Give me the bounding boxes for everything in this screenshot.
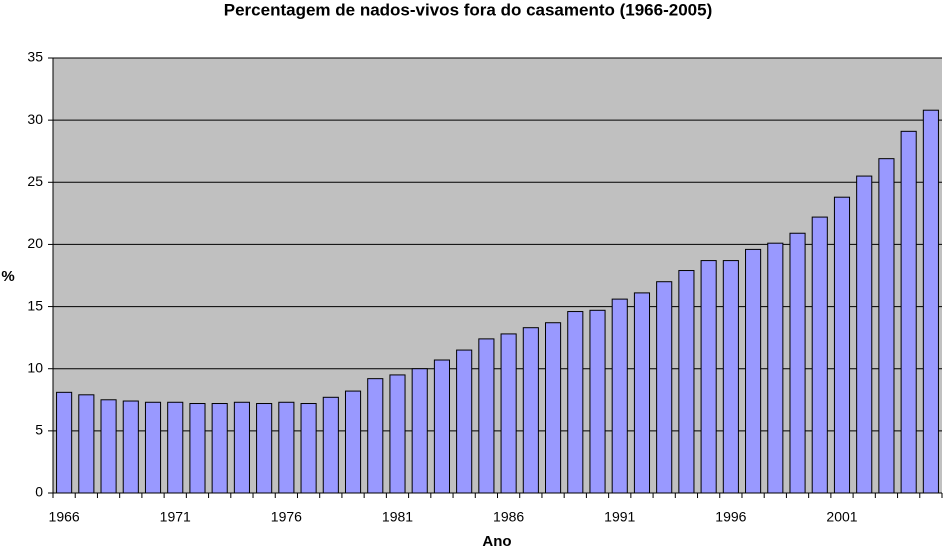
y-axis-title: %	[1, 268, 14, 285]
x-tick-label: 1981	[382, 509, 413, 525]
bar	[833, 196, 851, 494]
bar	[322, 396, 339, 494]
bar	[922, 109, 939, 494]
x-axis-title: Ano	[482, 533, 511, 549]
y-tick-label: 15	[27, 297, 43, 313]
bar	[411, 368, 428, 494]
plot-area	[53, 58, 942, 493]
bar	[256, 403, 273, 494]
bar	[278, 401, 295, 494]
bar	[789, 232, 806, 494]
x-tick-label: 2001	[826, 509, 857, 525]
bar	[678, 270, 695, 494]
bar	[433, 359, 450, 494]
bar	[567, 311, 584, 494]
bar	[878, 158, 895, 494]
bar	[456, 349, 473, 494]
bar	[167, 401, 184, 494]
bar	[722, 260, 739, 494]
bar	[811, 216, 828, 494]
bar	[545, 322, 562, 494]
bar	[211, 403, 228, 494]
bar	[389, 374, 406, 494]
bar	[56, 391, 73, 494]
bar	[900, 130, 917, 494]
bar	[78, 394, 95, 494]
bar	[611, 298, 628, 494]
bar	[700, 260, 717, 494]
x-tick-label: 1996	[715, 509, 746, 525]
bar	[522, 327, 539, 494]
bar	[344, 390, 362, 494]
x-tick-label: 1976	[271, 509, 302, 525]
bar	[856, 175, 873, 494]
bar	[233, 401, 250, 494]
x-tick-label: 1991	[604, 509, 635, 525]
bar	[300, 403, 317, 494]
y-tick-label: 30	[27, 111, 43, 127]
bar	[589, 309, 606, 494]
bar	[122, 400, 139, 494]
x-tick-label: 1986	[493, 509, 524, 525]
x-tick-label: 1971	[160, 509, 191, 525]
bar	[745, 248, 762, 494]
chart-title: Percentagem de nados-vivos fora do casam…	[224, 0, 712, 19]
x-tick-label: 1966	[49, 509, 80, 525]
y-tick-label: 25	[27, 173, 43, 189]
y-tick-label: 5	[35, 422, 43, 438]
bar	[144, 401, 162, 494]
y-tick-label: 10	[27, 359, 43, 375]
bar	[633, 292, 651, 494]
bar	[189, 403, 206, 494]
bar	[367, 378, 384, 494]
y-tick-label: 20	[27, 235, 43, 251]
y-tick-label: 0	[35, 484, 43, 500]
bar	[478, 338, 495, 494]
bar	[767, 242, 784, 494]
y-tick-label: 35	[27, 49, 43, 65]
bar	[100, 399, 117, 494]
bar	[500, 333, 517, 494]
bar	[656, 281, 673, 494]
